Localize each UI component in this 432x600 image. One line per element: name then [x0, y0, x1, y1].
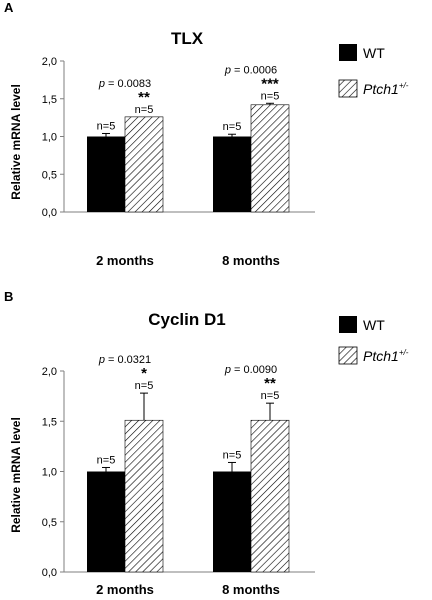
n-label: n=5 — [135, 104, 154, 116]
p-value-label: p = 0.0083 — [98, 78, 151, 90]
x-category-label: 2 months — [96, 582, 154, 597]
y-tick-label: 1,5 — [42, 94, 57, 106]
y-tick-label: 0,5 — [42, 517, 57, 529]
legend-swatch-ptch1 — [338, 346, 358, 365]
panel-a: A TLX Relative mRNA level 0,0 0,5 1,0 1,5 2,… — [4, 0, 315, 268]
y-tick-label: 1,5 — [42, 416, 57, 428]
n-label: n=5 — [223, 449, 242, 461]
y-tick-label: 2,0 — [42, 366, 57, 378]
legend-label-ptch1: Ptch1+/- — [363, 81, 409, 97]
y-tick-label: 0,0 — [42, 207, 57, 219]
significance-stars: * — [141, 365, 147, 382]
n-label: n=5 — [97, 120, 116, 132]
panel-b: B Cyclin D1 Relative mRNA level 0,0 0,5 1,… — [4, 289, 315, 597]
panel-letter-b: B — [4, 289, 13, 304]
n-label: n=5 — [97, 454, 116, 466]
n-label: n=5 — [261, 390, 280, 402]
y-tick-label: 1,0 — [42, 132, 57, 144]
bar-ptch1 — [124, 419, 164, 573]
bar-wt — [213, 136, 251, 212]
n-label: n=5 — [261, 90, 280, 102]
legend-b: WT Ptch1+/- — [338, 316, 409, 365]
y-tick-label: 2,0 — [42, 56, 57, 68]
bar-ptch1 — [250, 104, 290, 213]
bar-ptch1 — [124, 116, 164, 213]
bar-ptch1 — [250, 419, 290, 573]
panel-letter-a: A — [4, 0, 14, 15]
y-tick-label: 0,0 — [42, 567, 57, 579]
n-label: n=5 — [135, 380, 154, 392]
significance-stars: ** — [138, 89, 150, 106]
significance-stars: ** — [264, 375, 276, 392]
bar-wt — [87, 471, 125, 572]
significance-stars: *** — [261, 75, 279, 92]
legend-swatch-ptch1 — [338, 79, 358, 98]
legend-label-wt: WT — [363, 317, 385, 333]
chart-title-b: Cyclin D1 — [148, 310, 225, 329]
legend-label-wt: WT — [363, 45, 385, 61]
y-tick-label: 0,5 — [42, 169, 57, 181]
y-tick-label: 1,0 — [42, 467, 57, 479]
chart-title-a: TLX — [171, 29, 204, 48]
p-value-label: p = 0.0006 — [224, 64, 277, 76]
bar-wt — [213, 471, 251, 572]
x-category-label: 8 months — [222, 582, 280, 597]
y-axis-label-b: Relative mRNA level — [9, 417, 23, 533]
p-value-label: p = 0.0321 — [98, 354, 151, 366]
legend-a: WT Ptch1+/- — [338, 44, 409, 98]
y-axis-label-a: Relative mRNA level — [9, 84, 23, 200]
legend-label-ptch1: Ptch1+/- — [363, 348, 409, 364]
x-category-label: 8 months — [222, 253, 280, 268]
legend-swatch-wt — [339, 316, 357, 333]
p-value-label: p = 0.0090 — [224, 364, 277, 376]
n-label: n=5 — [223, 121, 242, 133]
bar-wt — [87, 136, 125, 212]
legend-swatch-wt — [339, 44, 357, 61]
x-category-label: 2 months — [96, 253, 154, 268]
